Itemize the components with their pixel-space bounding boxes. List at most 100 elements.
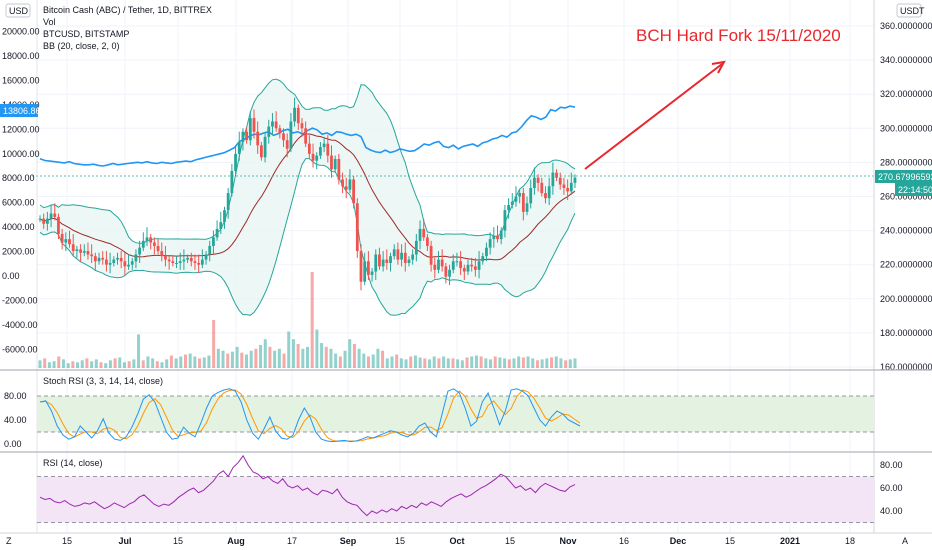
left-tick-label: -2000.00 (2, 296, 38, 306)
usd-label: USD (9, 6, 29, 16)
volume-bar (357, 348, 361, 368)
candle-body (160, 251, 164, 257)
candle-body (330, 155, 333, 170)
time-tick-label: 17 (287, 536, 297, 546)
rsi-label[interactable]: RSI (14, close) (43, 458, 103, 468)
usd-scale-badge[interactable] (5, 3, 31, 18)
candle-body (145, 237, 149, 241)
volume-bar (320, 343, 324, 368)
volume-bar (216, 348, 220, 368)
volume-bar (343, 350, 347, 368)
candle-body (462, 268, 466, 272)
right-price-scale[interactable] (874, 0, 932, 550)
candle-body (562, 184, 566, 188)
candle-body (141, 240, 145, 248)
candle-body (315, 155, 319, 161)
candle-body (466, 264, 470, 272)
left-tick-label: 16000.00 (2, 75, 40, 85)
stoch-band (37, 396, 874, 432)
candle-body (366, 261, 370, 275)
volume-bar (526, 356, 530, 368)
volume-bar (254, 348, 258, 368)
right-tick-label: 320.00000000 (880, 89, 932, 99)
bb-lower (39, 158, 576, 316)
volume-bar (474, 355, 478, 368)
time-tick-label: 15 (173, 536, 183, 546)
right-tick-label: 160.00000000 (880, 362, 932, 372)
candle-body (507, 205, 510, 211)
candle-body (370, 271, 374, 275)
auto-scale-icon[interactable]: A (902, 536, 908, 546)
countdown-text: 22:14:50 (898, 185, 932, 195)
volume-bar (188, 353, 192, 368)
volume-bar (174, 358, 178, 368)
left-price-scale[interactable] (0, 0, 32, 370)
candle-body (326, 143, 330, 156)
candle-body (112, 259, 116, 263)
left-tick-label: -4000.00 (2, 320, 38, 330)
candle-body (79, 249, 82, 253)
legend-symbol[interactable]: Bitcoin Cash (ABC) / Tether, 1D, BITTREX (43, 5, 212, 15)
candle-body (86, 251, 90, 255)
candle-body (337, 158, 341, 180)
candle-body (127, 264, 130, 267)
candle-body (282, 133, 285, 141)
stoch-label[interactable]: Stoch RSI (3, 3, 14, 14, close) (43, 376, 163, 386)
candle-body (208, 245, 212, 255)
candle-body (138, 247, 142, 255)
time-axis[interactable]: 15 Jul 15 Aug 17 Sep 15 Oct 15 Nov 16 Dec 15 2021 18 (62, 536, 855, 546)
volume-bar (47, 362, 51, 368)
volume-bar (329, 348, 333, 368)
time-tick-label: Sep (340, 536, 357, 546)
legend-compare[interactable]: BTCUSD, BITSTAMP (43, 29, 129, 39)
stoch-d-line (39, 389, 581, 442)
candle-body (311, 153, 315, 161)
volume-bar (517, 356, 521, 368)
candle-body (49, 213, 53, 219)
right-tick-label: 300.00000000 (880, 123, 932, 133)
zoom-reset-icon[interactable]: Z (6, 536, 12, 546)
candle-body (116, 257, 119, 260)
volume-bar (334, 353, 338, 368)
volume-bar (240, 352, 244, 368)
volume-bar (376, 348, 380, 368)
volume-bar (451, 358, 455, 368)
volume-bar (564, 360, 568, 368)
volume-bar (146, 356, 150, 368)
volume-bar (399, 358, 403, 368)
volume-bar (85, 358, 89, 368)
candle-body (385, 259, 389, 263)
candle-body (359, 251, 363, 282)
candle-body (57, 216, 60, 235)
usdt-scale-badge[interactable] (896, 3, 922, 18)
candle-body (403, 252, 407, 263)
time-tick-label: 2021 (780, 536, 800, 546)
stoch-tick-label: 40.00 (4, 415, 27, 425)
candle-body (392, 249, 396, 257)
candle-body (378, 254, 381, 267)
right-tick-label: 260.00000000 (880, 192, 932, 202)
volume-bar (568, 359, 572, 368)
rsi-pane: 80.00 60.00 40.00 (37, 454, 903, 523)
btcusd-compare-line (39, 105, 576, 167)
main-legend: Bitcoin Cash (ABC) / Tether, 1D, BITTREX… (43, 5, 212, 51)
candle-body (510, 201, 514, 206)
volume-bar (38, 360, 42, 368)
volume-bar (249, 350, 253, 368)
candle-body (186, 257, 189, 260)
candle-body (492, 235, 496, 240)
candle-body (304, 128, 308, 144)
candle-body (90, 254, 94, 257)
candle-body (219, 222, 223, 229)
volume-bar (202, 357, 206, 368)
candle-body (149, 237, 153, 243)
candle-body (573, 177, 577, 183)
legend-bollinger[interactable]: BB (20, close, 2, 0) (43, 41, 120, 51)
legend-volume[interactable]: Vol (43, 17, 56, 27)
volume-bar (404, 359, 408, 368)
candle-body (256, 131, 260, 146)
candle-body (544, 193, 547, 199)
candle-body (223, 210, 226, 223)
candle-body (285, 140, 289, 149)
